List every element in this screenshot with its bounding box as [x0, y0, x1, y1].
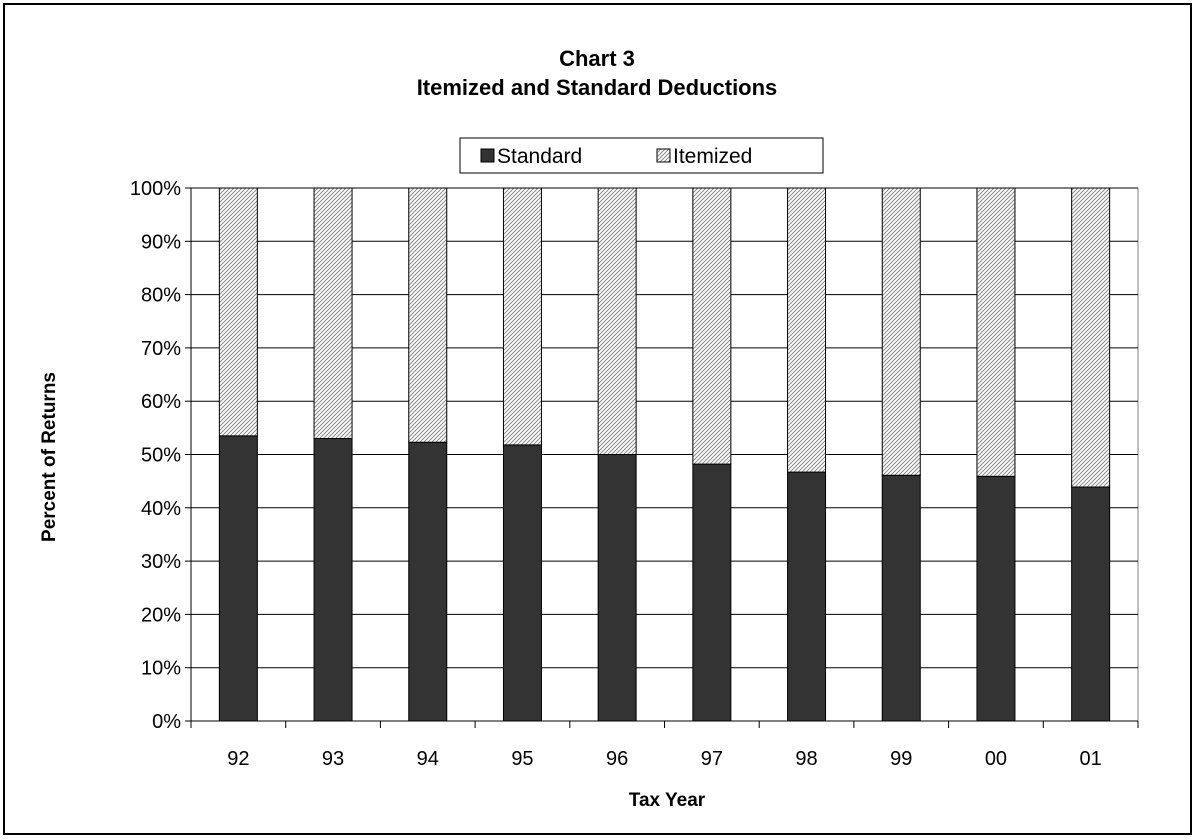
bar-itemized: [881, 187, 921, 476]
y-tick-label: 70%: [141, 338, 181, 360]
legend-swatch-itemized: [656, 148, 671, 163]
x-tick-label: 99: [890, 748, 912, 770]
x-tick-label: 96: [606, 748, 628, 770]
bar-standard: [976, 475, 1016, 722]
x-tick-label: 98: [795, 748, 817, 770]
chart-svg: Chart 3 Itemized and Standard Deductions…: [39, 46, 1139, 811]
bar-itemized: [218, 187, 258, 437]
y-tick-label: 50%: [141, 445, 181, 467]
legend-label-standard: Standard: [497, 145, 582, 168]
bar-itemized: [597, 187, 637, 455]
x-tick-label: 94: [417, 748, 439, 770]
bar-standard: [502, 444, 542, 722]
chart-subtitle: Itemized and Standard Deductions: [417, 75, 778, 100]
bar-standard: [692, 463, 732, 722]
y-tick-label: 90%: [141, 231, 181, 253]
plot-area: 0% 10% 20% 30% 40% 50% 60% 70% 80% 90% 100% 92 93 94 9…: [130, 178, 1139, 770]
bar-itemized: [976, 187, 1016, 477]
x-tick-label: 00: [985, 748, 1007, 770]
legend-box: [459, 137, 824, 174]
y-tick-label: 100%: [130, 178, 181, 200]
bar-itemized: [502, 187, 542, 446]
y-tick-label: 60%: [141, 391, 181, 413]
bar-standard: [787, 471, 827, 722]
y-axis-title: Percent of Returns: [39, 372, 60, 542]
chart-frame: Chart 3 Itemized and Standard Deductions…: [3, 3, 1192, 835]
x-tick-label: 01: [1080, 748, 1102, 770]
bar-itemized: [408, 187, 448, 443]
bar-itemized: [313, 187, 353, 440]
y-tick-label: 20%: [141, 604, 181, 626]
x-tick-label: 97: [701, 748, 723, 770]
x-tick-label: 95: [511, 748, 533, 770]
bar-standard: [1071, 486, 1111, 722]
x-axis-title: Tax Year: [629, 790, 706, 811]
bar-standard: [597, 454, 637, 722]
bar-itemized: [692, 187, 732, 465]
legend-swatch-standard: [480, 148, 495, 163]
y-tick-label: 80%: [141, 285, 181, 307]
y-tick-label: 10%: [141, 658, 181, 680]
legend: Standard Itemized: [459, 137, 824, 174]
chart-title: Chart 3: [559, 46, 635, 71]
y-tick-label: 0%: [152, 711, 181, 733]
y-tick-label: 30%: [141, 551, 181, 573]
legend-label-itemized: Itemized: [673, 145, 752, 168]
y-tick-label: 40%: [141, 498, 181, 520]
bar-standard: [218, 435, 258, 722]
x-tick-label: 93: [322, 748, 344, 770]
bar-standard: [313, 438, 353, 722]
x-tick-label: 92: [227, 748, 249, 770]
bar-standard: [408, 441, 448, 722]
bar-itemized: [1071, 187, 1111, 488]
bar-standard: [881, 474, 921, 722]
bar-itemized: [787, 187, 827, 473]
